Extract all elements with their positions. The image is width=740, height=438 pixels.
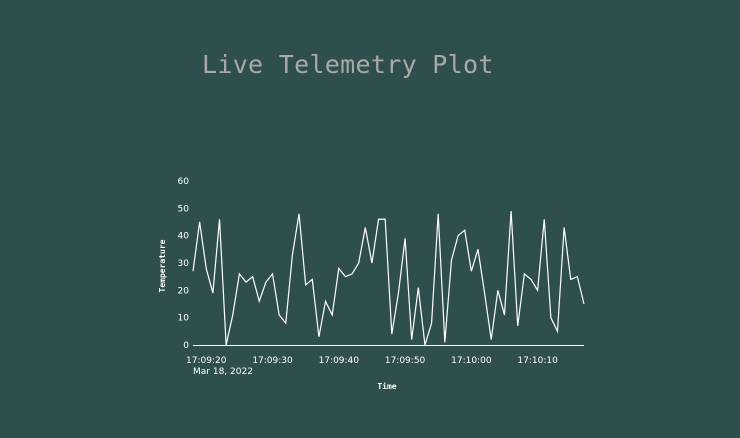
y-axis: 0 10 20 30 40 50 60 [178, 177, 190, 351]
y-tick-label: 30 [178, 259, 190, 269]
x-axis-title: Time [377, 381, 396, 391]
temperature-series-line [192, 211, 585, 346]
y-tick-label: 20 [178, 286, 190, 296]
x-date-label: Mar 18, 2022 [193, 367, 253, 377]
x-tick-label: 17:09:50 [385, 356, 426, 366]
x-tick-label: 17:09:20 [186, 356, 227, 366]
x-tick-label: 17:10:10 [517, 356, 558, 366]
x-tick-label: 17:10:00 [451, 356, 492, 366]
x-axis: 17:09:20 17:09:30 17:09:40 17:09:50 17:10:00… [186, 345, 584, 366]
y-tick-label: 10 [178, 314, 190, 324]
y-tick-label: 0 [183, 341, 189, 351]
y-tick-label: 60 [178, 177, 190, 187]
y-tick-label: 40 [178, 232, 190, 242]
x-tick-label: 17:09:30 [252, 356, 293, 366]
y-tick-label: 50 [178, 204, 190, 214]
page-title: Live Telemetry Plot [202, 50, 494, 79]
x-tick-label: 17:09:40 [319, 356, 360, 366]
y-axis-title: Temperature [158, 239, 167, 292]
